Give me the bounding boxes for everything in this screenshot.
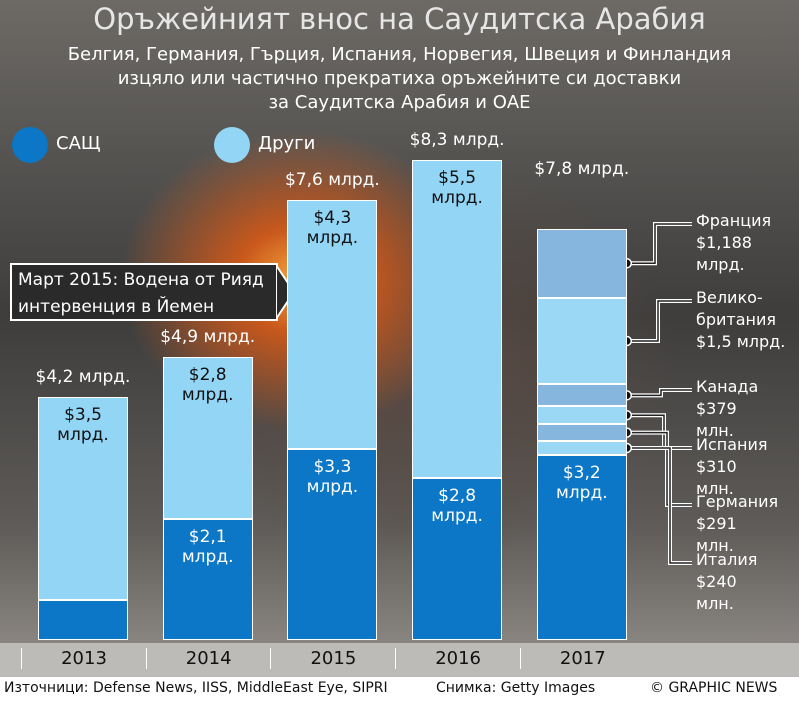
x-tick-label: 2016	[395, 648, 520, 669]
x-tick-label: 2015	[270, 648, 395, 669]
bar-segment	[162, 356, 253, 519]
legend-label: Други	[258, 133, 316, 154]
connector	[626, 223, 692, 265]
year-strip	[0, 643, 799, 677]
bar-segment	[287, 449, 378, 640]
total-label: $7,8 млрд.	[534, 158, 630, 179]
breakdown-name: Испания	[696, 435, 768, 454]
legend-swatch	[12, 127, 48, 163]
x-tick-label: 2013	[21, 648, 146, 669]
breakdown-value: $291 млн.	[696, 514, 737, 555]
connector	[626, 431, 692, 506]
subtitle: за Саудитска Арабия и ОАЕ	[268, 92, 531, 113]
annotation-arrow	[276, 263, 296, 321]
legend-swatch	[214, 127, 250, 163]
value-label: $4,3 млрд.	[306, 208, 359, 249]
bar-segment	[38, 599, 128, 640]
breakdown-name: Германия	[696, 492, 779, 511]
value-label: $3,3 млрд.	[306, 457, 359, 498]
breakdown-label: Германия $291 млн.	[696, 491, 779, 557]
x-tick-label: 2017	[519, 648, 645, 669]
connector	[626, 300, 692, 342]
bar-segment	[287, 200, 378, 450]
breakdown-name: Италия	[696, 550, 758, 569]
subtitle: изцяло или частично прекратиха оръжейнит…	[117, 68, 682, 89]
bar-segment	[536, 454, 627, 640]
bar-segment	[38, 397, 128, 600]
connector	[626, 430, 692, 507]
sources: Източници: Defense News, IISS, MiddleEas…	[4, 680, 388, 696]
breakdown-value: $310 млн.	[696, 457, 737, 498]
bar-segment	[536, 384, 627, 407]
value-label: $2,1 млрд.	[181, 526, 234, 567]
title: Оръжейният внос на Саудитска Арабия	[93, 2, 706, 36]
connector	[626, 388, 692, 398]
photo-credit: Снимка: Getty Images	[436, 680, 596, 696]
value-label: $5,5 млрд.	[431, 168, 483, 208]
total-label: $7,6 млрд.	[284, 170, 380, 191]
credit: © GRAPHIC NEWS	[650, 680, 778, 696]
bar-segment	[412, 160, 503, 479]
breakdown-name: Франция	[696, 211, 772, 230]
connector	[626, 447, 692, 564]
value-label: $3,2 млрд.	[555, 462, 608, 503]
bar-segment	[536, 424, 627, 442]
breakdown-name: Канада	[696, 377, 759, 396]
breakdown-name: Велико- британия	[696, 288, 777, 329]
breakdown-label: Италия $240 млн.	[696, 549, 776, 615]
total-label: $8,3 млрд.	[409, 130, 505, 150]
value-label: $2,8 млрд.	[431, 486, 483, 527]
connector	[626, 299, 692, 344]
connector	[626, 222, 692, 266]
value-label: $2,8 млрд.	[181, 364, 234, 405]
annotation: Март 2015: Водена от Рияд интервенция в …	[10, 263, 278, 321]
breakdown-value: $1,188 млрд.	[696, 233, 752, 274]
bar-segment	[536, 441, 627, 455]
value-label: $3,5 млрд.	[57, 405, 109, 446]
subtitle: Белгия, Германия, Гърция, Испания, Норве…	[67, 44, 732, 65]
x-tick-label: 2014	[145, 648, 271, 669]
bar-segment	[536, 406, 627, 425]
bar-segment	[536, 228, 627, 298]
breakdown-value: $379 млн.	[696, 399, 737, 440]
bar-segment	[536, 297, 627, 385]
connector	[626, 389, 692, 397]
legend-label: САЩ	[56, 133, 101, 154]
footer	[0, 677, 799, 701]
bar-segment	[412, 478, 503, 640]
breakdown-value: $1,5 млрд.	[696, 332, 786, 351]
total-label: $4,2 млрд.	[35, 367, 131, 388]
breakdown-label: Канада $379 млн.	[696, 376, 776, 442]
breakdown-label: Франция $1,188 млрд.	[696, 210, 776, 276]
breakdown-label: Велико- британия $1,5 млрд.	[696, 287, 798, 353]
total-label: $4,9 млрд.	[160, 326, 256, 347]
breakdown-value: $240 млн.	[696, 572, 737, 613]
bar-segment	[162, 518, 253, 640]
breakdown-label: Испания $310 млн.	[696, 434, 776, 500]
